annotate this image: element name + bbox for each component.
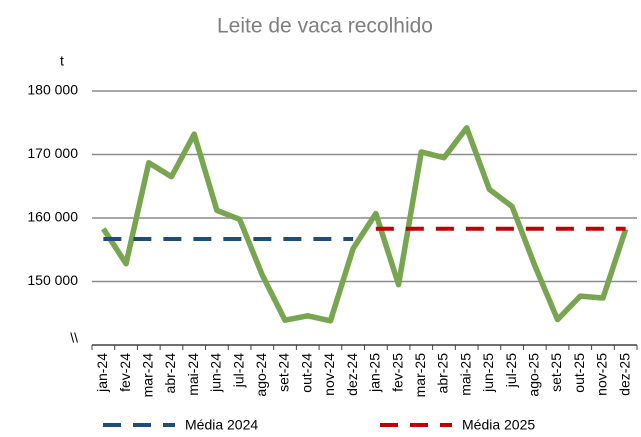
x-tick-label: mai-24 <box>185 353 201 396</box>
y-tick-label: 170 000 <box>27 145 78 161</box>
x-tick-label: abr-25 <box>435 353 451 394</box>
legend-label: Média 2025 <box>462 417 535 433</box>
line-series <box>101 125 629 324</box>
x-tick-label: dez-25 <box>616 353 632 396</box>
x-tick-label: jul-25 <box>503 353 519 388</box>
y-tick-label: 160 000 <box>27 209 78 225</box>
x-tick-label: ago-24 <box>253 353 269 397</box>
y-tick-label: \\ <box>70 330 78 346</box>
x-tick-label: nov-25 <box>594 353 610 396</box>
x-tick-label: nov-24 <box>321 353 337 396</box>
y-axis-label: t <box>60 53 64 69</box>
y-tick-label: 150 000 <box>27 272 78 288</box>
x-tick-label: abr-24 <box>162 353 178 394</box>
chart-title: Leite de vaca recolhido <box>217 15 433 38</box>
x-tick-label: jan-25 <box>367 353 383 393</box>
x-tick-label: out-25 <box>571 353 587 393</box>
x-tick-label: mar-25 <box>412 353 428 398</box>
x-tick-label: jul-24 <box>230 353 246 388</box>
legend-label: Média 2024 <box>185 417 258 433</box>
x-tick-label: jun-24 <box>208 353 224 393</box>
x-tick-label: fev-25 <box>389 353 405 392</box>
x-tick-label: fev-24 <box>117 353 133 392</box>
x-tick-label: jun-25 <box>480 353 496 393</box>
x-tick-label: out-24 <box>298 353 314 393</box>
x-tick-label: set-25 <box>548 353 564 392</box>
x-tick-label: mai-25 <box>457 353 473 396</box>
y-tick-label: 180 000 <box>27 82 78 98</box>
x-tick-label: set-24 <box>276 353 292 392</box>
x-tick-label: dez-24 <box>344 353 360 396</box>
x-tick-label: jan-24 <box>94 353 110 393</box>
x-tick-label: ago-25 <box>526 353 542 397</box>
x-tick-label: mar-24 <box>139 353 155 398</box>
